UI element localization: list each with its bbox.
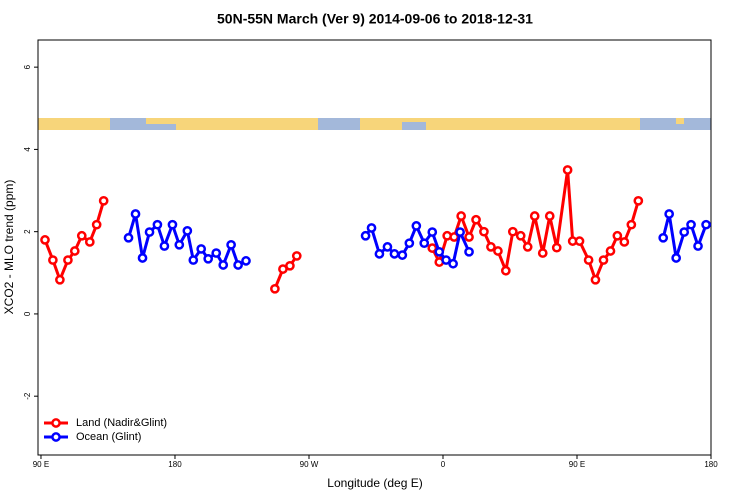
data-point bbox=[464, 232, 474, 242]
data-point bbox=[664, 209, 675, 219]
data-point bbox=[397, 250, 408, 260]
data-point bbox=[211, 248, 222, 258]
data-point bbox=[486, 242, 496, 252]
data-point bbox=[63, 255, 73, 265]
data-point bbox=[182, 225, 193, 236]
data-point bbox=[455, 227, 465, 237]
y-tick-label: 0 bbox=[23, 311, 32, 316]
data-point bbox=[434, 246, 445, 257]
data-point bbox=[605, 246, 616, 256]
data-point bbox=[366, 223, 377, 233]
data-point bbox=[515, 230, 526, 241]
data-point bbox=[522, 242, 533, 252]
data-point bbox=[686, 219, 696, 230]
data-point bbox=[159, 241, 170, 251]
data-point bbox=[479, 226, 489, 237]
x-tick-label: 180 bbox=[704, 460, 718, 469]
data-point bbox=[130, 209, 141, 219]
data-point bbox=[551, 242, 562, 253]
data-point bbox=[270, 283, 280, 294]
data-point bbox=[500, 265, 511, 276]
legend-swatch-marker bbox=[51, 418, 61, 428]
x-tick-label: 0 bbox=[441, 460, 446, 469]
chart-title: 50N-55N March (Ver 9) 2014-09-06 to 2018… bbox=[217, 11, 533, 27]
data-point bbox=[583, 255, 594, 265]
data-point bbox=[374, 249, 385, 259]
data-point bbox=[701, 219, 711, 230]
x-tick-label: 90 E bbox=[569, 460, 585, 469]
y-tick-label: 6 bbox=[23, 64, 32, 69]
data-point bbox=[404, 238, 415, 249]
data-point bbox=[91, 219, 102, 230]
data-point bbox=[671, 253, 682, 263]
y-axis-label: XCO2 - MLO trend (ppm) bbox=[2, 180, 16, 315]
data-point bbox=[137, 253, 148, 263]
data-point bbox=[427, 243, 438, 253]
data-point bbox=[633, 195, 644, 206]
data-point bbox=[612, 230, 623, 241]
data-point bbox=[152, 219, 163, 230]
data-point bbox=[471, 214, 481, 225]
legend-swatch-marker bbox=[51, 432, 61, 442]
data-point bbox=[464, 246, 474, 257]
data-point bbox=[196, 244, 207, 254]
data-point bbox=[123, 232, 134, 243]
data-point bbox=[537, 248, 548, 258]
data-point bbox=[448, 258, 458, 269]
data-point bbox=[203, 253, 214, 264]
data-point bbox=[167, 219, 178, 230]
y-tick-label: 2 bbox=[23, 229, 32, 234]
land-mask-strip bbox=[38, 118, 711, 130]
data-point bbox=[174, 239, 185, 250]
data-point bbox=[529, 211, 540, 221]
data-point bbox=[562, 165, 573, 175]
data-point bbox=[226, 239, 236, 250]
x-tick-label: 90 E bbox=[33, 460, 49, 469]
data-point bbox=[84, 237, 95, 247]
data-point bbox=[598, 255, 609, 265]
data-point bbox=[590, 274, 601, 285]
data-point bbox=[69, 246, 80, 256]
x-tick-label: 180 bbox=[168, 460, 182, 469]
data-point bbox=[360, 230, 371, 241]
data-point bbox=[389, 249, 400, 259]
data-point bbox=[144, 227, 155, 237]
data-point bbox=[427, 227, 438, 237]
data-point bbox=[285, 260, 295, 271]
data-point bbox=[241, 256, 251, 266]
data-point bbox=[98, 195, 109, 206]
data-point bbox=[493, 246, 503, 256]
x-tick-label: 90 W bbox=[300, 460, 319, 469]
data-point bbox=[40, 235, 50, 245]
data-point bbox=[679, 227, 690, 237]
data-point bbox=[382, 242, 393, 252]
series-line bbox=[43, 168, 640, 290]
data-point bbox=[456, 211, 467, 221]
data-point bbox=[76, 230, 87, 241]
data-point bbox=[411, 221, 422, 231]
x-axis-label: Longitude (deg E) bbox=[327, 476, 422, 490]
legend-label: Ocean (Glint) bbox=[76, 431, 141, 443]
data-point bbox=[48, 255, 58, 265]
data-point bbox=[507, 226, 518, 237]
data-point bbox=[658, 232, 669, 243]
data-point bbox=[441, 255, 451, 265]
data-point bbox=[544, 211, 555, 221]
data-point bbox=[188, 255, 199, 265]
plot-frame bbox=[37, 39, 712, 456]
y-tick-label: -2 bbox=[23, 392, 32, 400]
legend-label: Land (Nadir&Glint) bbox=[76, 417, 167, 429]
data-point bbox=[55, 274, 65, 285]
data-point bbox=[626, 219, 637, 230]
data-point bbox=[233, 260, 243, 270]
data-point bbox=[574, 236, 585, 246]
y-tick-label: 4 bbox=[23, 147, 32, 152]
data-point bbox=[419, 238, 430, 249]
data-point bbox=[218, 260, 229, 270]
data-point bbox=[693, 241, 703, 251]
data-point bbox=[619, 237, 630, 247]
data-point bbox=[291, 251, 302, 261]
